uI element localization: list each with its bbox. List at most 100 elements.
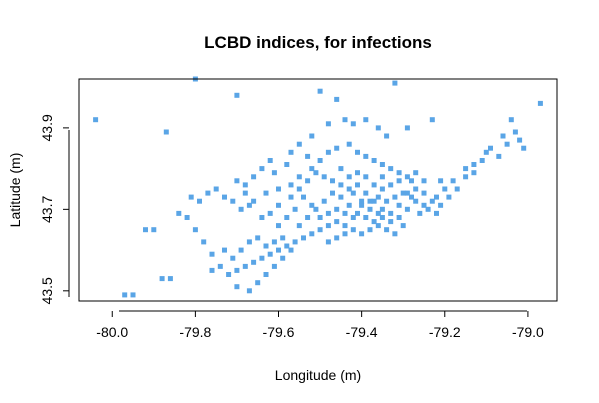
data-point <box>434 210 439 216</box>
y-tick-label: 43.7 <box>39 196 55 223</box>
data-point <box>388 219 394 225</box>
data-point <box>384 198 390 204</box>
data-point <box>388 166 394 172</box>
data-point <box>242 182 248 188</box>
data-point <box>238 247 244 253</box>
data-point <box>425 206 431 212</box>
data-point <box>363 190 369 196</box>
data-point <box>379 162 385 167</box>
data-point <box>242 190 248 196</box>
data-point <box>267 158 273 163</box>
data-point <box>317 158 323 163</box>
data-point <box>338 194 344 200</box>
data-point <box>205 190 211 196</box>
data-point <box>375 210 381 216</box>
data-point <box>246 288 252 294</box>
data-point <box>330 190 335 196</box>
data-point <box>192 227 198 233</box>
data-point <box>325 149 331 155</box>
data-point <box>234 284 240 290</box>
data-point <box>292 239 298 245</box>
data-point <box>471 170 477 176</box>
data-point <box>209 267 215 273</box>
data-point <box>184 215 190 220</box>
data-point <box>176 210 182 216</box>
data-point <box>255 235 261 241</box>
data-point <box>313 170 319 176</box>
data-point <box>363 174 369 180</box>
data-point <box>280 235 286 241</box>
data-point <box>301 194 306 200</box>
data-point <box>338 166 344 172</box>
data-point <box>363 153 369 159</box>
data-point <box>384 133 390 139</box>
data-point <box>151 227 157 233</box>
data-point <box>379 206 385 212</box>
data-point <box>280 255 286 261</box>
data-point <box>483 149 489 155</box>
data-point <box>305 215 311 220</box>
data-point <box>517 137 523 143</box>
data-point <box>421 202 427 208</box>
data-point <box>375 223 381 229</box>
data-point <box>167 276 173 282</box>
data-point <box>217 263 223 269</box>
data-point <box>388 210 394 216</box>
data-point <box>284 215 290 220</box>
data-point <box>400 223 406 229</box>
data-point <box>409 194 414 200</box>
data-point <box>434 194 439 200</box>
data-point <box>504 141 510 147</box>
data-point <box>429 198 435 204</box>
data-point <box>309 166 315 172</box>
y-axis-label: Latitude (m) <box>7 153 23 228</box>
data-point <box>450 178 456 184</box>
data-point <box>288 194 294 200</box>
data-point <box>521 145 527 151</box>
data-point <box>197 198 202 204</box>
data-point <box>396 202 402 208</box>
data-point <box>330 178 335 184</box>
data-point <box>388 182 394 188</box>
data-point <box>259 255 265 261</box>
x-tick-label: -80.0 <box>96 324 128 340</box>
data-point <box>350 227 356 233</box>
data-point <box>284 162 290 167</box>
data-point <box>246 239 252 245</box>
data-point <box>325 239 331 245</box>
data-point <box>454 186 460 192</box>
data-point <box>122 292 128 298</box>
data-point <box>267 210 273 216</box>
data-point <box>438 178 444 184</box>
data-point <box>305 178 311 184</box>
data-point <box>463 166 469 172</box>
data-point <box>342 223 348 229</box>
data-point <box>222 194 227 200</box>
data-point <box>188 194 194 200</box>
plot-frame <box>78 78 558 302</box>
data-point <box>404 125 410 131</box>
data-point <box>321 198 327 204</box>
data-point <box>251 259 257 265</box>
chart-title: LCBD indices, for infections <box>204 33 432 52</box>
data-point <box>346 141 352 147</box>
data-point <box>230 198 236 204</box>
data-point <box>271 263 277 269</box>
data-point <box>271 170 277 176</box>
data-point <box>413 186 419 192</box>
data-point <box>488 145 493 151</box>
data-point <box>404 174 410 180</box>
data-point <box>325 223 331 229</box>
data-point <box>500 133 506 139</box>
data-point <box>93 117 99 123</box>
data-point <box>463 174 469 180</box>
data-point <box>404 206 410 212</box>
x-tick-label: -79.4 <box>346 324 378 340</box>
data-point <box>375 194 381 200</box>
x-tick-label: -79.2 <box>429 324 461 340</box>
data-point <box>242 263 248 269</box>
data-point <box>288 149 294 155</box>
x-tick-label: -79.0 <box>512 324 544 340</box>
data-point <box>288 182 294 188</box>
